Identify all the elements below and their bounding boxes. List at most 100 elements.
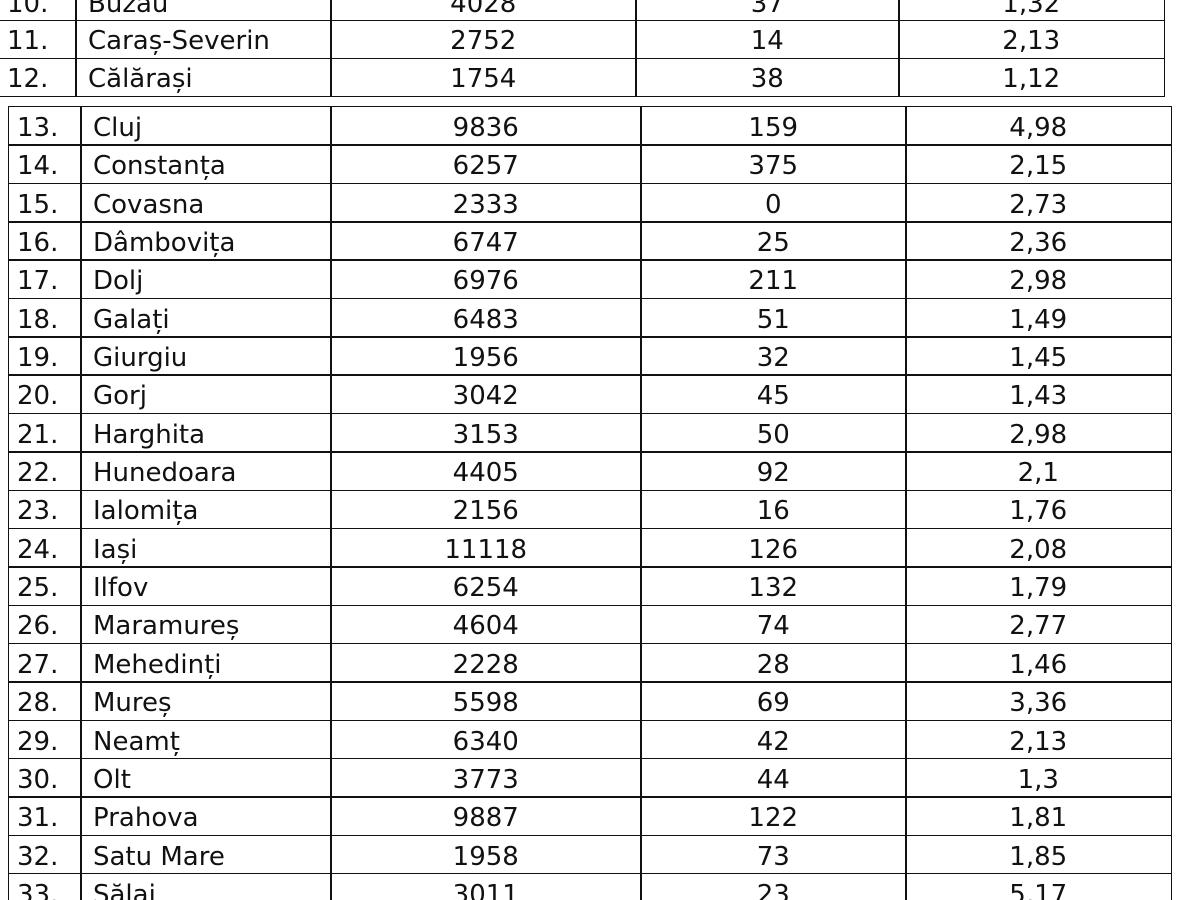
county-name: Dolj: [80, 259, 332, 300]
row-number: 19.: [8, 336, 82, 376]
value-cell: 3153: [330, 412, 642, 453]
value-cell: 32: [640, 336, 907, 376]
value-cell: 159: [640, 106, 907, 146]
county-name: Giurgiu: [80, 336, 332, 376]
value-cell: 3042: [330, 374, 642, 415]
value-cell: 1,81: [905, 796, 1172, 837]
county-name: Ilfov: [80, 566, 332, 607]
value-cell: 2,77: [905, 604, 1172, 645]
row-number: 20.: [8, 374, 82, 415]
county-name: Constanța: [80, 144, 332, 185]
value-cell: 69: [640, 681, 907, 722]
value-cell: 9836: [330, 106, 642, 146]
value-cell: 1956: [330, 336, 642, 376]
value-cell: 2,1: [905, 451, 1172, 491]
county-name: Harghita: [80, 412, 332, 453]
value-cell: 0: [640, 182, 907, 223]
value-cell: 2,98: [905, 259, 1172, 300]
value-cell: 5,17: [905, 873, 1172, 900]
value-cell: 2228: [330, 642, 642, 683]
value-cell: 1,79: [905, 566, 1172, 607]
row-number: 27.: [8, 642, 82, 683]
county-name: Ialomița: [80, 489, 332, 530]
value-cell: 5598: [330, 681, 642, 722]
value-cell: 92: [640, 451, 907, 491]
value-cell: 45: [640, 374, 907, 415]
row-number: 33.: [8, 873, 82, 900]
county-name: Mehedinți: [80, 642, 332, 683]
value-cell: 25: [640, 221, 907, 261]
county-name: Sălaj: [80, 873, 332, 900]
value-cell: 9887: [330, 796, 642, 837]
value-cell: 1,12: [898, 57, 1165, 97]
county-name: Hunedoara: [80, 451, 332, 491]
row-number: 13.: [8, 106, 82, 146]
row-number: 26.: [8, 604, 82, 645]
county-name: Gorj: [80, 374, 332, 415]
value-cell: 1754: [330, 57, 637, 97]
row-number: 24.: [8, 527, 82, 568]
value-cell: 3,36: [905, 681, 1172, 722]
value-cell: 2,13: [905, 719, 1172, 760]
value-cell: 2333: [330, 182, 642, 223]
county-name: Buzău: [75, 0, 332, 22]
row-number: 32.: [8, 834, 82, 875]
county-name: Covasna: [80, 182, 332, 223]
row-number: 29.: [8, 719, 82, 760]
row-number: 22.: [8, 451, 82, 491]
value-cell: 2,13: [898, 19, 1165, 60]
value-cell: 3011: [330, 873, 642, 900]
county-name: Olt: [80, 757, 332, 798]
value-cell: 1,43: [905, 374, 1172, 415]
value-cell: 11118: [330, 527, 642, 568]
value-cell: 73: [640, 834, 907, 875]
value-cell: 3773: [330, 757, 642, 798]
value-cell: 132: [640, 566, 907, 607]
value-cell: 23: [640, 873, 907, 900]
value-cell: 2,73: [905, 182, 1172, 223]
value-cell: 4,98: [905, 106, 1172, 146]
value-cell: 28: [640, 642, 907, 683]
value-cell: 6340: [330, 719, 642, 760]
county-name: Călărași: [75, 57, 332, 97]
row-number: 15.: [8, 182, 82, 223]
value-cell: 1,76: [905, 489, 1172, 530]
value-cell: 1,45: [905, 336, 1172, 376]
value-cell: 16: [640, 489, 907, 530]
county-name: Caraș-Severin: [75, 19, 332, 60]
value-cell: 2156: [330, 489, 642, 530]
county-name: Iași: [80, 527, 332, 568]
value-cell: 1,3: [905, 757, 1172, 798]
value-cell: 2,08: [905, 527, 1172, 568]
value-cell: 4405: [330, 451, 642, 491]
row-number: 25.: [8, 566, 82, 607]
row-number: 21.: [8, 412, 82, 453]
value-cell: 51: [640, 297, 907, 338]
value-cell: 4604: [330, 604, 642, 645]
row-number: 10.: [0, 0, 77, 22]
value-cell: 6747: [330, 221, 642, 261]
value-cell: 6976: [330, 259, 642, 300]
value-cell: 44: [640, 757, 907, 798]
value-cell: 1,49: [905, 297, 1172, 338]
value-cell: 6257: [330, 144, 642, 185]
value-cell: 2752: [330, 19, 637, 60]
row-number: 11.: [0, 19, 77, 60]
county-name: Cluj: [80, 106, 332, 146]
county-name: Prahova: [80, 796, 332, 837]
value-cell: 1,32: [898, 0, 1165, 22]
value-cell: 37: [635, 0, 900, 22]
value-cell: 2,36: [905, 221, 1172, 261]
value-cell: 1,85: [905, 834, 1172, 875]
row-number: 12.: [0, 57, 77, 97]
value-cell: 38: [635, 57, 900, 97]
row-number: 17.: [8, 259, 82, 300]
county-name: Maramureș: [80, 604, 332, 645]
value-cell: 2,15: [905, 144, 1172, 185]
county-name: Galați: [80, 297, 332, 338]
county-name: Neamț: [80, 719, 332, 760]
value-cell: 1,46: [905, 642, 1172, 683]
value-cell: 6254: [330, 566, 642, 607]
row-number: 16.: [8, 221, 82, 261]
